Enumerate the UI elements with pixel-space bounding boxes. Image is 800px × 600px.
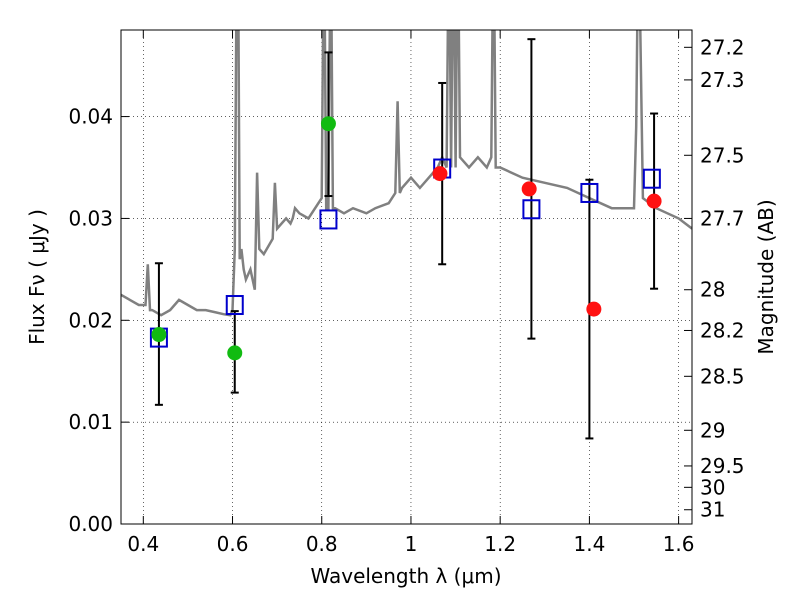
green-point-marker: [151, 327, 167, 343]
grid-lines: [121, 30, 692, 525]
x-tick-label: 0.4: [127, 532, 159, 556]
y-tick-label: 0.00: [68, 512, 113, 536]
x-tick-label: 1.4: [573, 532, 605, 556]
y2-tick-label: 27.2: [700, 35, 745, 59]
y-axis-label: Flux Fν ( μJy ): [25, 209, 49, 345]
y2-tick-label: 28.5: [700, 364, 745, 388]
blue-square-marker: [580, 182, 599, 203]
markers: [149, 116, 662, 361]
blue-square-marker: [522, 199, 541, 220]
y2-tick-label: 30: [700, 475, 725, 499]
axis-ticks: 0.4 0.6 0.8 1 1.2 1.4 1.6 0.00 0.01 0.02 0.03 0.04 2…: [68, 30, 745, 556]
y-tick-label: 0.04: [68, 105, 113, 129]
y2-tick-label: 29.5: [700, 454, 745, 478]
blue-square-marker: [225, 295, 244, 316]
y2-tick-label: 31: [700, 498, 725, 522]
y2-axis-label: Magnitude (AB): [754, 199, 778, 354]
x-tick-label: 1: [405, 532, 418, 556]
y2-tick-label: 28.2: [700, 318, 745, 342]
green-point-marker: [227, 345, 243, 361]
x-tick-label: 1.6: [663, 532, 695, 556]
red-point-marker: [521, 181, 537, 197]
y-tick-label: 0.02: [68, 308, 113, 332]
y2-tick-label: 27.5: [700, 143, 745, 167]
plot-area: [121, 30, 692, 440]
model-spectrum-line: [121, 30, 692, 317]
green-point-marker: [320, 116, 336, 132]
x-tick-label: 0.8: [306, 532, 338, 556]
y-tick-label: 0.01: [68, 410, 113, 434]
x-tick-label: 0.6: [217, 532, 249, 556]
red-point-marker: [646, 193, 662, 209]
blue-square-marker: [319, 209, 338, 230]
x-axis-label: Wavelength λ (μm): [310, 564, 501, 588]
red-point-marker: [432, 166, 448, 182]
x-tick-label: 1.2: [484, 532, 516, 556]
y2-tick-label: 27.3: [700, 68, 745, 92]
blue-square-marker: [642, 168, 661, 189]
red-point-marker: [586, 301, 602, 317]
plot-frame: [120, 29, 693, 525]
y2-tick-label: 27.7: [700, 206, 745, 230]
errorbars: [154, 38, 659, 440]
y-tick-label: 0.03: [68, 206, 113, 230]
y2-tick-label: 28: [700, 278, 725, 302]
y2-tick-label: 29: [700, 418, 725, 442]
